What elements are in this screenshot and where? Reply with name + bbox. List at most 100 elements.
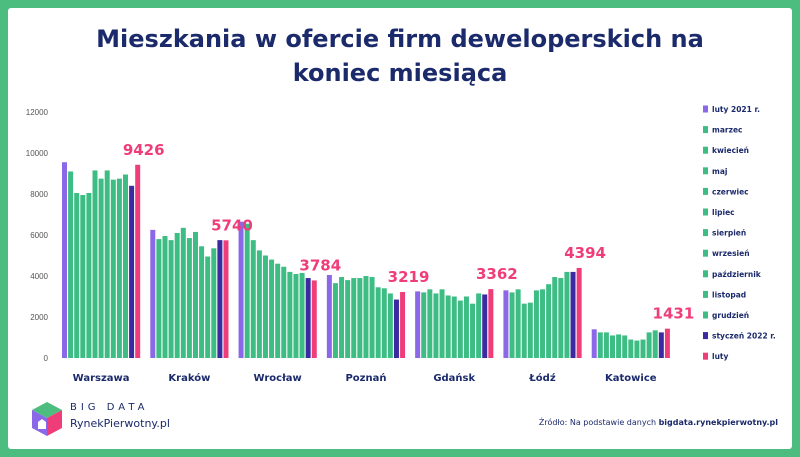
bar [275,263,281,358]
bar [180,227,186,358]
legend-swatch [703,290,708,298]
bar [540,289,546,358]
bar [576,267,582,358]
category-label: Katowice [605,373,657,384]
category-label: Kraków [168,372,210,384]
data-label: 3362 [476,265,518,283]
bar [205,256,211,358]
bar [281,266,287,358]
bar [564,271,570,358]
bar [640,339,646,358]
chart-title: Mieszkania w ofercie firm deweloperskich… [96,25,704,87]
bar [192,231,198,358]
legend-swatch [703,249,708,257]
y-axis: 0 2000 4000 6000 8000 10000 12000 [26,108,49,363]
bar [393,299,399,358]
data-label: 1431 [653,305,695,323]
bar [116,178,122,359]
legend-label: czerwiec [712,187,749,196]
legend-label: lipiec [712,208,735,217]
bar [104,170,110,358]
bar [427,289,433,358]
data-label: 5740 [211,216,253,234]
legend: luty 2021 r. marzec kwiecień maj czerwiec lip… [703,105,776,361]
legend-label: październik [712,270,762,279]
logo-line1: BIG DATA [70,402,149,413]
legend-swatch [703,332,708,340]
bar [451,296,457,358]
legend-swatch [703,208,708,216]
bar [74,192,80,358]
bar [570,271,576,358]
bar [223,240,229,358]
bar [622,335,628,358]
logo: BIG DATA RynekPierwotny.pl [28,400,188,440]
data-label: 3219 [388,268,430,286]
bar [217,240,223,359]
bar [652,330,658,358]
bar [363,276,369,358]
bar [387,293,393,358]
bars [62,162,670,359]
bar [199,246,205,358]
bar [62,162,67,358]
bar [238,221,244,358]
x-axis: Warszawa Kraków Wrocław Poznań Gdańsk Łódź Kat… [73,372,657,384]
source-prefix: Źródło: Na podstawie danych [538,418,659,427]
category-label: Poznań [345,372,386,384]
bar [445,295,451,358]
bar [628,339,634,358]
bar [658,332,664,359]
legend-label: grudzień [712,311,749,320]
y-tick-label: 8000 [30,190,48,199]
bar [634,340,640,358]
legend-swatch [703,229,708,237]
y-tick-label: 2000 [30,313,48,322]
bar [476,293,482,358]
bar [381,288,387,358]
legend-label: styczeń 2022 r. [712,332,776,341]
bar [287,271,293,358]
logo-line2: RynekPierwotny.pl [70,417,170,430]
bar [515,289,521,358]
bar [664,328,670,358]
bar [546,284,552,358]
legend-swatch [703,167,708,175]
bar [482,294,488,358]
y-tick-label: 12000 [26,108,49,117]
bar [503,290,509,358]
legend-swatch [703,105,708,113]
bar [326,274,332,358]
legend-label: wrzesień [712,249,750,258]
legend-swatch [703,146,708,154]
bar [156,239,162,358]
bar [293,273,299,358]
bar [211,248,217,358]
bar [135,164,141,358]
bar [250,240,256,359]
bar [269,259,275,358]
legend-label: sierpień [712,229,746,238]
bar [415,291,421,359]
legend-label: marzec [712,126,742,135]
y-tick-label: 0 [44,354,49,363]
category-label: Gdańsk [433,372,475,384]
bar [86,192,92,358]
bar [262,255,268,358]
bar [421,292,427,358]
category-label: Łódź [528,372,555,384]
bar [80,195,86,358]
bar [110,179,116,358]
bar [174,232,180,358]
category-label: Warszawa [73,373,130,384]
bar [521,303,527,358]
legend-label: luty [712,352,728,361]
y-tick-label: 6000 [30,231,48,240]
bar [162,236,168,358]
bar [92,170,98,358]
bar [488,289,494,358]
bar [129,185,135,358]
bar [299,272,305,358]
bar [345,280,351,358]
